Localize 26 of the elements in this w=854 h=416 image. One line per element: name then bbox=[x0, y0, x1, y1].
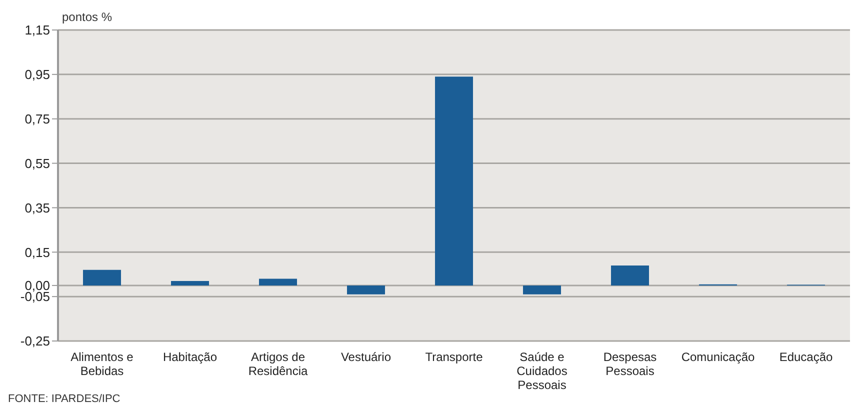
x-tick-label: Vestuário bbox=[340, 350, 392, 364]
y-tick-label: 0,35 bbox=[24, 200, 50, 216]
bar bbox=[435, 76, 473, 286]
bar bbox=[611, 265, 649, 286]
y-tick-label: 0,75 bbox=[24, 111, 50, 126]
x-tick-label: Transporte bbox=[425, 350, 484, 364]
source-note: FONTE: IPARDES/IPC bbox=[8, 393, 120, 405]
bar bbox=[171, 281, 209, 286]
bar bbox=[83, 270, 121, 286]
x-tick-label: Educação bbox=[779, 350, 834, 364]
y-tick-label: 1,15 bbox=[24, 22, 50, 38]
bar bbox=[259, 278, 297, 286]
x-tick-label: Comunicação bbox=[681, 350, 756, 364]
y-tick-label: -0,25 bbox=[20, 334, 50, 349]
bar bbox=[523, 285, 561, 294]
x-tick-label: Alimentos e Bebidas bbox=[70, 350, 134, 378]
y-axis-title: pontos % bbox=[62, 10, 112, 24]
x-tick-label: Habitação bbox=[162, 350, 218, 364]
y-tick-label: 0,55 bbox=[24, 156, 50, 171]
y-tick-label: 0,95 bbox=[24, 67, 50, 82]
y-tick-label: 0,15 bbox=[24, 244, 50, 260]
bar bbox=[347, 285, 385, 294]
x-tick-label: Despesas Pessoais bbox=[603, 350, 657, 378]
x-tick-label: Saúde e Cuidados Pessoais bbox=[516, 350, 568, 392]
x-tick-label: Artigos de Residência bbox=[248, 350, 308, 378]
y-tick-label: 0,00 bbox=[24, 278, 50, 294]
